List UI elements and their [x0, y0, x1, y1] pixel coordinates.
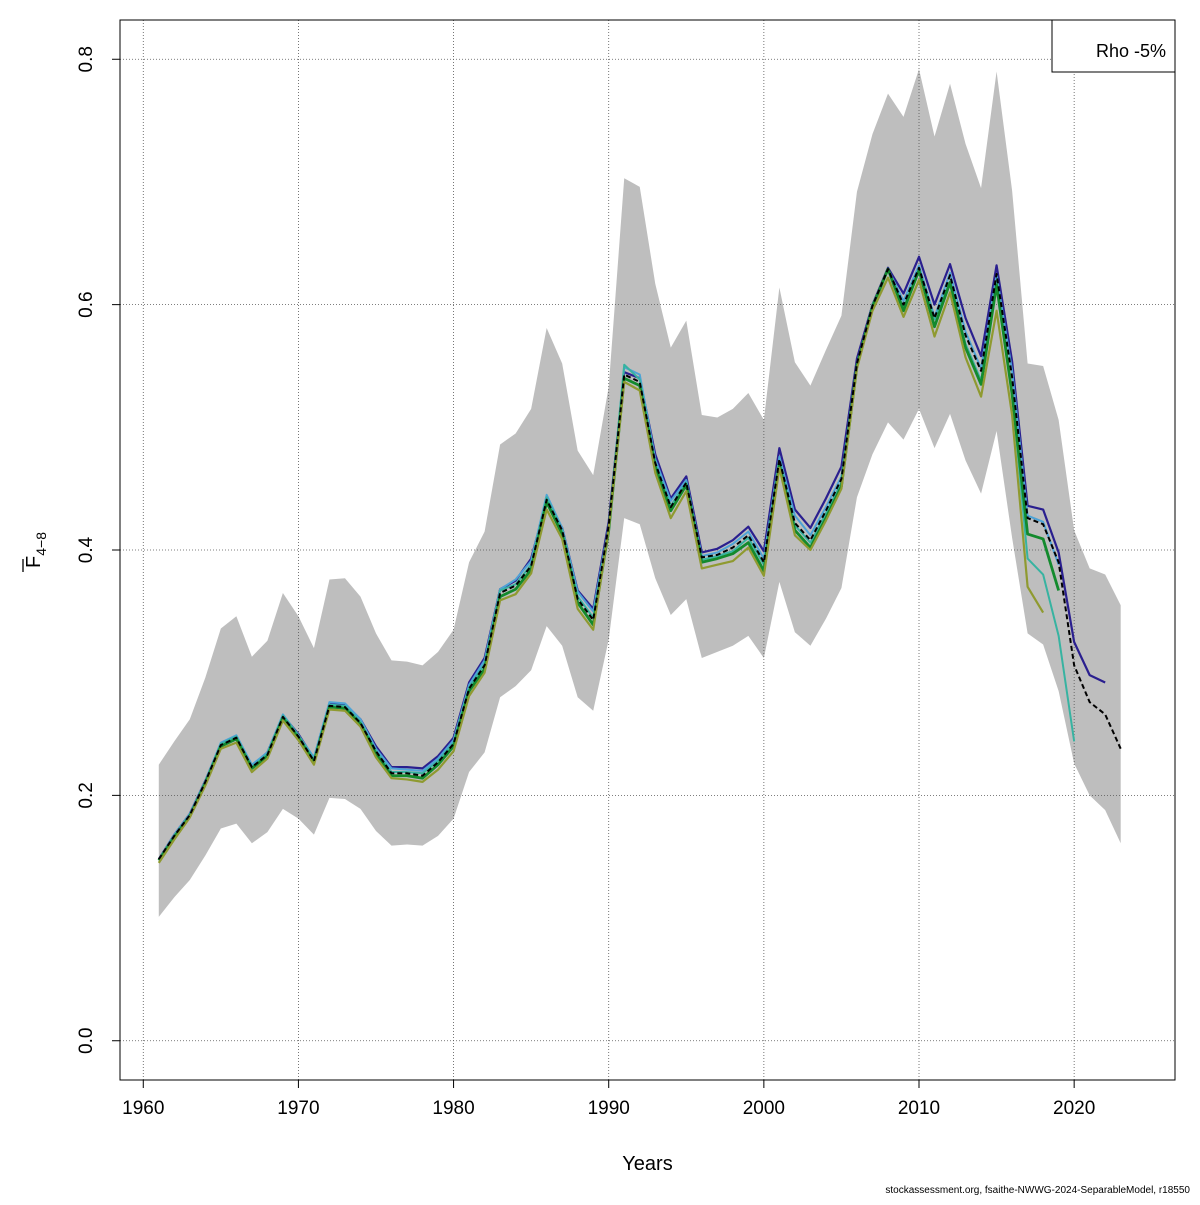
x-tick-label: 1960 [122, 1098, 164, 1119]
x-tick-label: 2000 [743, 1098, 785, 1119]
confidence-band [158, 69, 1121, 917]
x-tick-label: 2020 [1053, 1098, 1095, 1119]
legend-box [1051, 19, 1176, 73]
y-tick-label: 0.4 [76, 536, 97, 563]
y-axis-title-main: F [23, 556, 45, 568]
source-footnote: stockassessment.org, fsaithe-NWWG-2024-S… [885, 1185, 1190, 1196]
x-axis-title: Years [622, 1153, 672, 1175]
x-tick-label: 1990 [588, 1098, 630, 1119]
x-tick-label: 1970 [277, 1098, 319, 1119]
series-line-6 [157, 266, 1122, 860]
axes-layer: 1960 1970 1980 1990 2000 2010 2020 0.0 0.2 0.4 0.6… [76, 46, 1095, 1119]
y-axis-title-sub: 4−8 [33, 532, 49, 556]
y-tick-label: 0.0 [76, 1028, 97, 1054]
legend: Rho -5% [1051, 19, 1176, 73]
y-tick-label: 0.2 [76, 782, 97, 808]
y-tick-label: 0.8 [76, 46, 97, 72]
y-axis-title: F4−8 [22, 532, 49, 572]
legend-text: Rho -5% [1096, 41, 1166, 61]
confidence-band-layer [158, 69, 1121, 917]
y-tick-label: 0.6 [76, 291, 97, 317]
series-line-5 [157, 276, 1045, 864]
y-axis-title-text: F4−8 [23, 532, 49, 568]
x-tick-label: 1980 [432, 1098, 474, 1119]
x-tick-label: 2010 [898, 1098, 940, 1119]
series-layer [157, 255, 1122, 864]
